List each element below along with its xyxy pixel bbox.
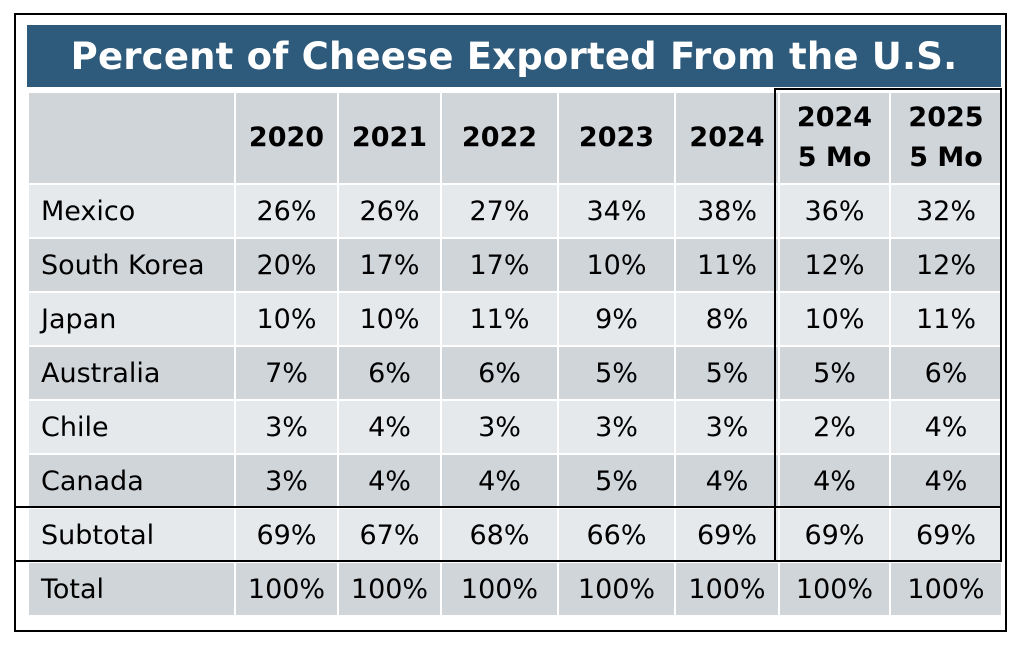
table-cell: 38% [674,183,780,239]
row-label: Total [27,561,236,617]
table-cell: 4% [889,453,1003,509]
table-cell: 3% [674,399,780,455]
table-cell: 5% [557,345,676,401]
table-cell: 5% [674,345,780,401]
table-cell: 4% [889,399,1003,455]
table-cell: 2% [778,399,891,455]
table-cell: 32% [889,183,1003,239]
table-cell: 26% [337,183,442,239]
row-label: Japan [27,291,236,347]
header-corner [27,91,236,185]
table-cell: 34% [557,183,676,239]
table-row: Mexico 26% 26% 27% 34% 38% 36% 32% [27,183,1003,239]
row-label: Mexico [27,183,236,239]
table-cell: 4% [440,453,559,509]
table-cell: 26% [234,183,339,239]
table-row: Japan 10% 10% 11% 9% 8% 10% 11% [27,291,1003,347]
subtotal-divider [16,506,1002,508]
table-cell: 12% [889,237,1003,293]
row-label: South Korea [27,237,236,293]
table-cell: 11% [889,291,1003,347]
table-cell: 3% [557,399,676,455]
table-cell: 4% [674,453,780,509]
table-cell: 69% [234,507,339,563]
table-cell: 9% [557,291,676,347]
table-cell: 100% [557,561,676,617]
table-cell: 3% [234,399,339,455]
table-cell: 10% [234,291,339,347]
column-header: 2025 5 Mo [889,91,1003,185]
column-header: 2021 [337,91,442,185]
table-cell: 66% [557,507,676,563]
table-cell: 10% [778,291,891,347]
table-cell: 4% [337,453,442,509]
table-cell: 6% [889,345,1003,401]
table-cell: 4% [337,399,442,455]
row-label: Subtotal [27,507,236,563]
table-cell: 5% [557,453,676,509]
table-row: South Korea 20% 17% 17% 10% 11% 12% 12% [27,237,1003,293]
table-row: Australia 7% 6% 6% 5% 5% 5% 6% [27,345,1003,401]
table-cell: 27% [440,183,559,239]
header-row: 2020 2021 2022 2023 2024 2024 5 Mo 2025 5 … [27,91,1003,185]
table-row: Subtotal 69% 67% 68% 66% 69% 69% 69% [27,507,1003,563]
data-table: 2020 2021 2022 2023 2024 2024 5 Mo 2025 5 … [27,91,1003,617]
table-row: Chile 3% 4% 3% 3% 3% 2% 4% [27,399,1003,455]
table-cell: 69% [674,507,780,563]
row-label: Canada [27,453,236,509]
table-cell: 100% [337,561,442,617]
table-cell: 100% [440,561,559,617]
column-header: 2023 [557,91,676,185]
table-cell: 10% [557,237,676,293]
table-cell: 12% [778,237,891,293]
column-header: 2020 [234,91,339,185]
table-cell: 20% [234,237,339,293]
table-cell: 100% [674,561,780,617]
column-header: 2022 [440,91,559,185]
table-cell: 17% [440,237,559,293]
table-cell: 3% [440,399,559,455]
table-cell: 68% [440,507,559,563]
total-divider [16,560,776,562]
table-row: Total 100% 100% 100% 100% 100% 100% 100% [27,561,1003,617]
table-cell: 6% [337,345,442,401]
table-cell: 100% [889,561,1003,617]
table-cell: 8% [674,291,780,347]
table-cell: 69% [778,507,891,563]
table-cell: 100% [234,561,339,617]
table-cell: 36% [778,183,891,239]
table-cell: 11% [440,291,559,347]
chart-title: Percent of Cheese Exported From the U.S. [27,25,1001,87]
table-cell: 4% [778,453,891,509]
row-label: Australia [27,345,236,401]
table-cell: 5% [778,345,891,401]
table-cell: 6% [440,345,559,401]
table-cell: 3% [234,453,339,509]
column-header: 2024 [674,91,780,185]
table-cell: 17% [337,237,442,293]
table-cell: 67% [337,507,442,563]
column-header: 2024 5 Mo [778,91,891,185]
table-cell: 11% [674,237,780,293]
row-label: Chile [27,399,236,455]
table-body: Mexico 26% 26% 27% 34% 38% 36% 32% South Korea 20… [27,183,1003,617]
table-cell: 100% [778,561,891,617]
table-cell: 7% [234,345,339,401]
table-cell: 69% [889,507,1003,563]
table-row: Canada 3% 4% 4% 5% 4% 4% 4% [27,453,1003,509]
table-cell: 10% [337,291,442,347]
